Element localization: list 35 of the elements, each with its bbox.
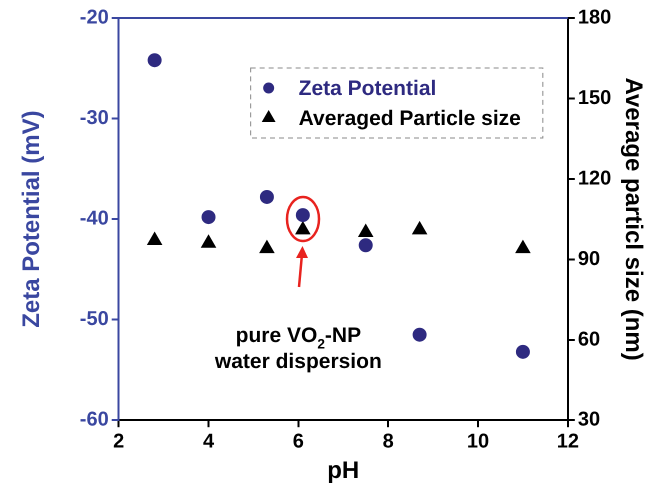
y-tick-label: -50 <box>80 308 109 330</box>
y-tick-label: -20 <box>80 6 109 29</box>
y-tick-label: -30 <box>80 107 109 130</box>
point <box>260 190 274 204</box>
y2-tick-label: 60 <box>578 328 600 350</box>
point <box>201 234 216 248</box>
point <box>412 221 428 234</box>
point <box>358 224 374 238</box>
y2-tick-label: 180 <box>578 6 612 29</box>
x-axis-title: pH <box>327 457 360 484</box>
y2-tick-label: 30 <box>578 408 600 431</box>
x-tick-label: 4 <box>202 430 215 453</box>
point <box>516 344 530 359</box>
x-tick-label: 8 <box>382 430 394 453</box>
y-tick-label: -60 <box>80 408 109 431</box>
legend-label: Averaged Particle size <box>298 106 521 130</box>
x-tick-label: 10 <box>466 430 490 453</box>
y-tick-label: -40 <box>80 208 109 230</box>
y2-tick-label: 120 <box>578 167 612 190</box>
x-tick-label: 2 <box>113 430 124 453</box>
legend-label: Zeta Potential <box>298 76 436 100</box>
point <box>148 53 162 68</box>
y2-axis-title: Average particl size (nm) <box>620 77 647 361</box>
x-tick-label: 6 <box>292 430 304 453</box>
y-axis-title: Zeta Potential (mV) <box>18 110 46 328</box>
point <box>358 238 373 252</box>
point <box>295 221 310 234</box>
point <box>259 240 274 254</box>
point <box>515 240 530 254</box>
x-tick-label: 12 <box>556 430 579 453</box>
point <box>412 328 427 342</box>
point <box>202 210 216 224</box>
point <box>147 232 162 246</box>
y2-tick-label: 90 <box>578 248 600 270</box>
y2-tick-label: 150 <box>578 86 612 109</box>
